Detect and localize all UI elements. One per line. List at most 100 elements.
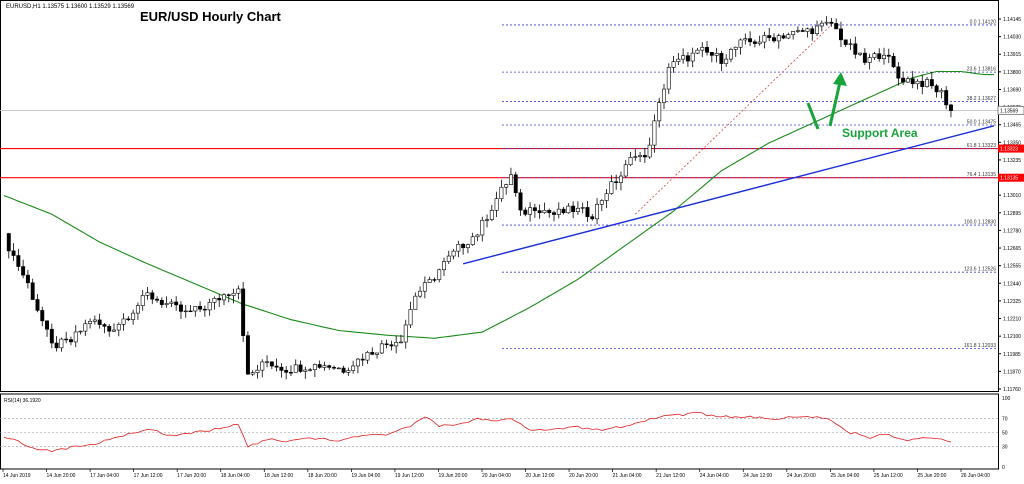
candle-body [212,297,217,303]
candle-body [882,54,886,59]
horizontal-lines [0,110,998,179]
candle-body [580,207,585,209]
candle-body [250,372,255,375]
candle-body [255,369,260,373]
candle-body [389,344,394,347]
candle-body [872,53,877,58]
candle-body [728,49,733,60]
candle-body [666,67,671,90]
candle-body [226,294,231,296]
support-trend-line [462,125,995,265]
candle-body [193,306,198,312]
candle-body [485,219,490,221]
candle-body [905,78,910,83]
candle-body [891,56,896,68]
candle-body [64,338,69,341]
candle-body [920,80,925,87]
candle-body [322,365,327,368]
time-tick-label: 17 Jun 12:00 [134,473,163,479]
candle-body [78,330,83,333]
candle-body [16,255,21,267]
candle-body [867,57,872,63]
candle-body [222,294,226,301]
candle-body [241,288,246,336]
candle-body [351,365,356,371]
time-tick-label: 18 Jun 12:00 [264,473,293,479]
candle-body [877,53,882,59]
candle-body [456,244,461,252]
candle-body [494,198,499,211]
candle-body [690,52,695,62]
candle-body [925,79,930,87]
time-tick-label: 26 Jun 04:00 [961,473,990,479]
candle-body [604,193,609,201]
rsi-tick-label: 50 [1002,431,1008,437]
support-area-label: Support Area [842,126,918,140]
candle-body [54,342,59,349]
candle-body [791,31,796,36]
time-axis: 14 Jun 2019 14 Jun 20:00 17 Jun 04:00 17 Ju… [2,469,990,479]
candle-body [155,298,160,301]
time-tick-label: 21 Jun 04:00 [613,473,642,479]
candle-body [843,39,848,45]
price-tick-label: 1.11985 [1003,352,1021,358]
candle-body [772,37,776,42]
candle-body [566,205,571,214]
moving-average-line [3,70,994,339]
candle-body [92,319,97,322]
price-tag-label: 1.13569 [1000,108,1018,114]
candle-body [303,369,308,372]
candle-body [575,207,580,212]
candle-body [451,250,456,257]
candle-body [284,370,289,373]
price-tick-label: 1.13800 [1003,70,1021,76]
candle-body [743,38,748,41]
rsi-tick-label: 70 [1002,417,1008,423]
candle-body [370,352,375,355]
candle-body [346,370,351,373]
time-tick-label: 14 Jun 2019 [3,473,31,479]
price-tag-label: 1.13135 [1000,176,1018,182]
candle-body [618,175,623,184]
fib-level-label: 76.4 1.13135 [967,172,996,178]
candle-body [834,23,839,30]
candlesticks [6,16,953,380]
candle-body [934,85,939,93]
price-tick-label: 1.13235 [1003,158,1021,164]
candle-body [365,352,370,361]
candle-body [274,365,279,368]
candle-body [312,364,317,371]
candle-body [676,58,681,62]
time-tick-label: 25 Jun 20:00 [917,473,946,479]
chart-title: EUR/USD Hourly Chart [140,9,282,24]
candle-body [135,305,140,314]
up-arrow-stroke [828,81,842,127]
candle-body [776,35,781,42]
candle-body [858,52,863,55]
candle-body [767,35,772,38]
rsi-line [3,411,952,453]
candle-body [662,88,666,103]
candle-body [236,288,241,294]
time-tick-label: 19 Jun 04:00 [351,473,380,479]
candle-body [714,53,719,56]
candle-body [11,250,16,256]
candle-body [112,329,116,332]
candle-body [695,49,700,54]
candle-body [537,210,542,214]
price-tick-label: 1.11870 [1003,369,1021,375]
time-tick-label: 17 Jun 04:00 [90,473,119,479]
candle-body [45,320,50,330]
candle-body [207,302,212,311]
candle-body [862,52,867,63]
candle-body [681,55,686,60]
candle-body [298,364,303,372]
time-tick-label: 24 Jun 12:00 [743,473,772,479]
candle-body [174,301,179,306]
candle-body [762,35,767,43]
candle-body [327,365,332,368]
candle-body [379,343,384,354]
candle-body [341,367,346,373]
candle-body [886,54,891,57]
